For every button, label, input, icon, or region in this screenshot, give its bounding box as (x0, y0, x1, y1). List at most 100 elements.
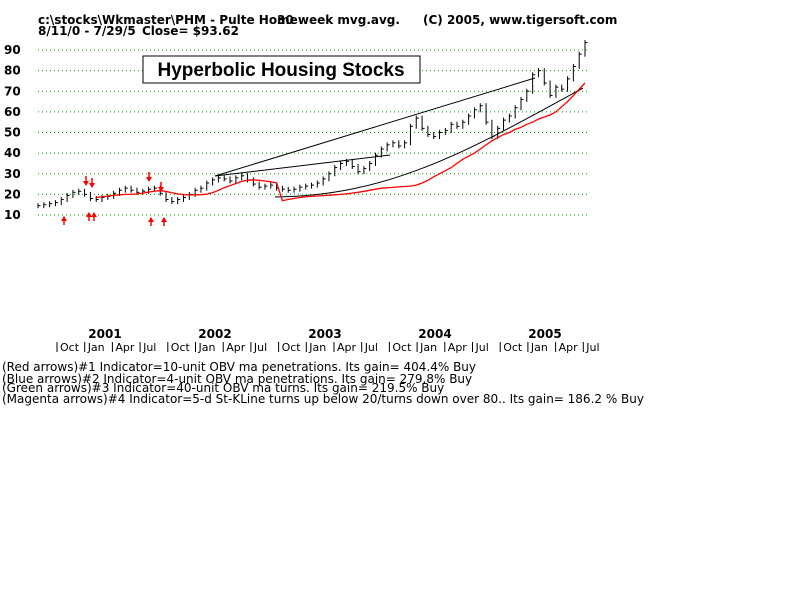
price-bar (555, 84, 559, 98)
price-bar (89, 191, 93, 201)
x-month-label: Apr (115, 341, 135, 354)
price-bar (217, 175, 221, 183)
x-month-label: Oct (392, 341, 412, 354)
trend-lines (214, 77, 584, 198)
price-bar (369, 160, 373, 172)
lower-hyperbolic-curve (274, 87, 584, 198)
price-bar (363, 166, 367, 175)
price-bar (305, 183, 309, 190)
price-bar (351, 158, 355, 170)
title-box-frame (142, 55, 421, 84)
price-bar (177, 197, 181, 205)
price-bar (415, 115, 419, 129)
price-bar (188, 191, 192, 200)
stock-chart: 90 80 70 60 50 40 30 20 10 Hyperbolic Housing St… (4, 40, 600, 354)
price-bar (293, 186, 297, 193)
chart-indicator-label: 30 week mvg.avg. (277, 13, 400, 27)
legend-line-blue: (Blue arrows)#2 Indicator=4-unit OBV ma … (2, 372, 473, 386)
arrow-head (148, 217, 154, 222)
price-bar (537, 68, 541, 78)
price-bar (54, 200, 58, 207)
x-year-label: 2001 (88, 327, 121, 341)
x-month-label: Jul (475, 341, 489, 354)
x-year-label: 2004 (418, 327, 451, 341)
price-bar (182, 194, 186, 203)
price-bar (258, 181, 262, 190)
price-bar (584, 40, 588, 57)
x-month-label: Jul (253, 341, 267, 354)
x-month-label: Apr (337, 341, 357, 354)
red-arrow-down (83, 176, 89, 186)
price-bar (433, 132, 437, 140)
price-bar (37, 203, 41, 209)
moving-average-line (96, 82, 586, 202)
price-bar (194, 187, 198, 197)
price-bar (456, 121, 460, 129)
price-bar (229, 176, 233, 184)
price-bar (322, 176, 326, 186)
y-tick-label: 40 (4, 146, 21, 160)
y-axis: 90 80 70 60 50 40 30 20 10 (4, 43, 21, 222)
chart-path-label: c:\stocks\Wkmaster\PHM - Pulte Home (38, 13, 298, 27)
price-bar (49, 201, 53, 208)
price-bar (444, 127, 448, 135)
price-bar (148, 186, 152, 194)
red-arrow-up (161, 217, 167, 226)
inner-channel-line (214, 154, 391, 177)
price-bar (270, 182, 274, 189)
x-month-label: Apr (448, 341, 468, 354)
price-bar (311, 182, 314, 189)
chart-title: Hyperbolic Housing Stocks (157, 60, 404, 81)
price-bar (130, 185, 134, 193)
price-bar (473, 107, 477, 119)
x-month-label: Oct (282, 341, 302, 354)
price-bar (66, 192, 70, 203)
price-bar (404, 140, 408, 149)
x-month-label: Jan (198, 341, 216, 354)
price-bar (107, 193, 111, 200)
legend-line-magenta: (Magenta arrows)#4 Indicator=5-d St-KLin… (2, 392, 644, 406)
price-bar (328, 171, 332, 182)
price-bar (485, 103, 489, 125)
price-bar (572, 64, 576, 82)
red-arrow-up (148, 217, 154, 226)
arrow-head (86, 212, 92, 217)
title-box: Hyperbolic Housing Stocks (142, 55, 421, 84)
price-bar (200, 185, 204, 193)
y-tick-label: 20 (4, 187, 21, 201)
x-month-label: Apr (226, 341, 246, 354)
price-bar (212, 177, 216, 186)
arrow-head (161, 217, 167, 222)
price-bar (468, 113, 472, 125)
price-bar (84, 188, 88, 197)
price-bar (334, 165, 338, 177)
price-bar (316, 180, 320, 188)
price-bar (235, 175, 239, 184)
price-bar (287, 186, 291, 193)
price-bar (252, 177, 256, 187)
price-bar (241, 173, 245, 181)
arrow-head (146, 177, 152, 182)
arrow-head (89, 183, 95, 188)
price-bar (497, 125, 501, 140)
arrow-head (83, 181, 89, 186)
price-bar (345, 158, 349, 166)
price-bar (462, 119, 466, 129)
price-bar (578, 51, 582, 69)
price-bar (386, 142, 390, 152)
price-bar (409, 123, 413, 146)
red-arrow-up (91, 212, 97, 221)
price-bar (72, 189, 76, 198)
x-month-label: Oct (171, 341, 191, 354)
price-bar (549, 80, 553, 98)
red-arrow-down (158, 182, 164, 192)
red-arrow-down (89, 178, 95, 188)
price-bar (514, 105, 518, 119)
price-bar (491, 119, 495, 140)
x-axis: 2001 2002 2003 2004 2005 Oct Jan Apr Jul Oct Jan Ap… (56, 327, 600, 354)
legend-line-red: (Red arrows)#1 Indicator=10-unit OBV ma … (2, 360, 477, 374)
arrow-head (61, 216, 67, 221)
price-bar (264, 183, 268, 190)
y-tick-label: 90 (4, 43, 21, 57)
x-month-label: Jan (308, 341, 326, 354)
